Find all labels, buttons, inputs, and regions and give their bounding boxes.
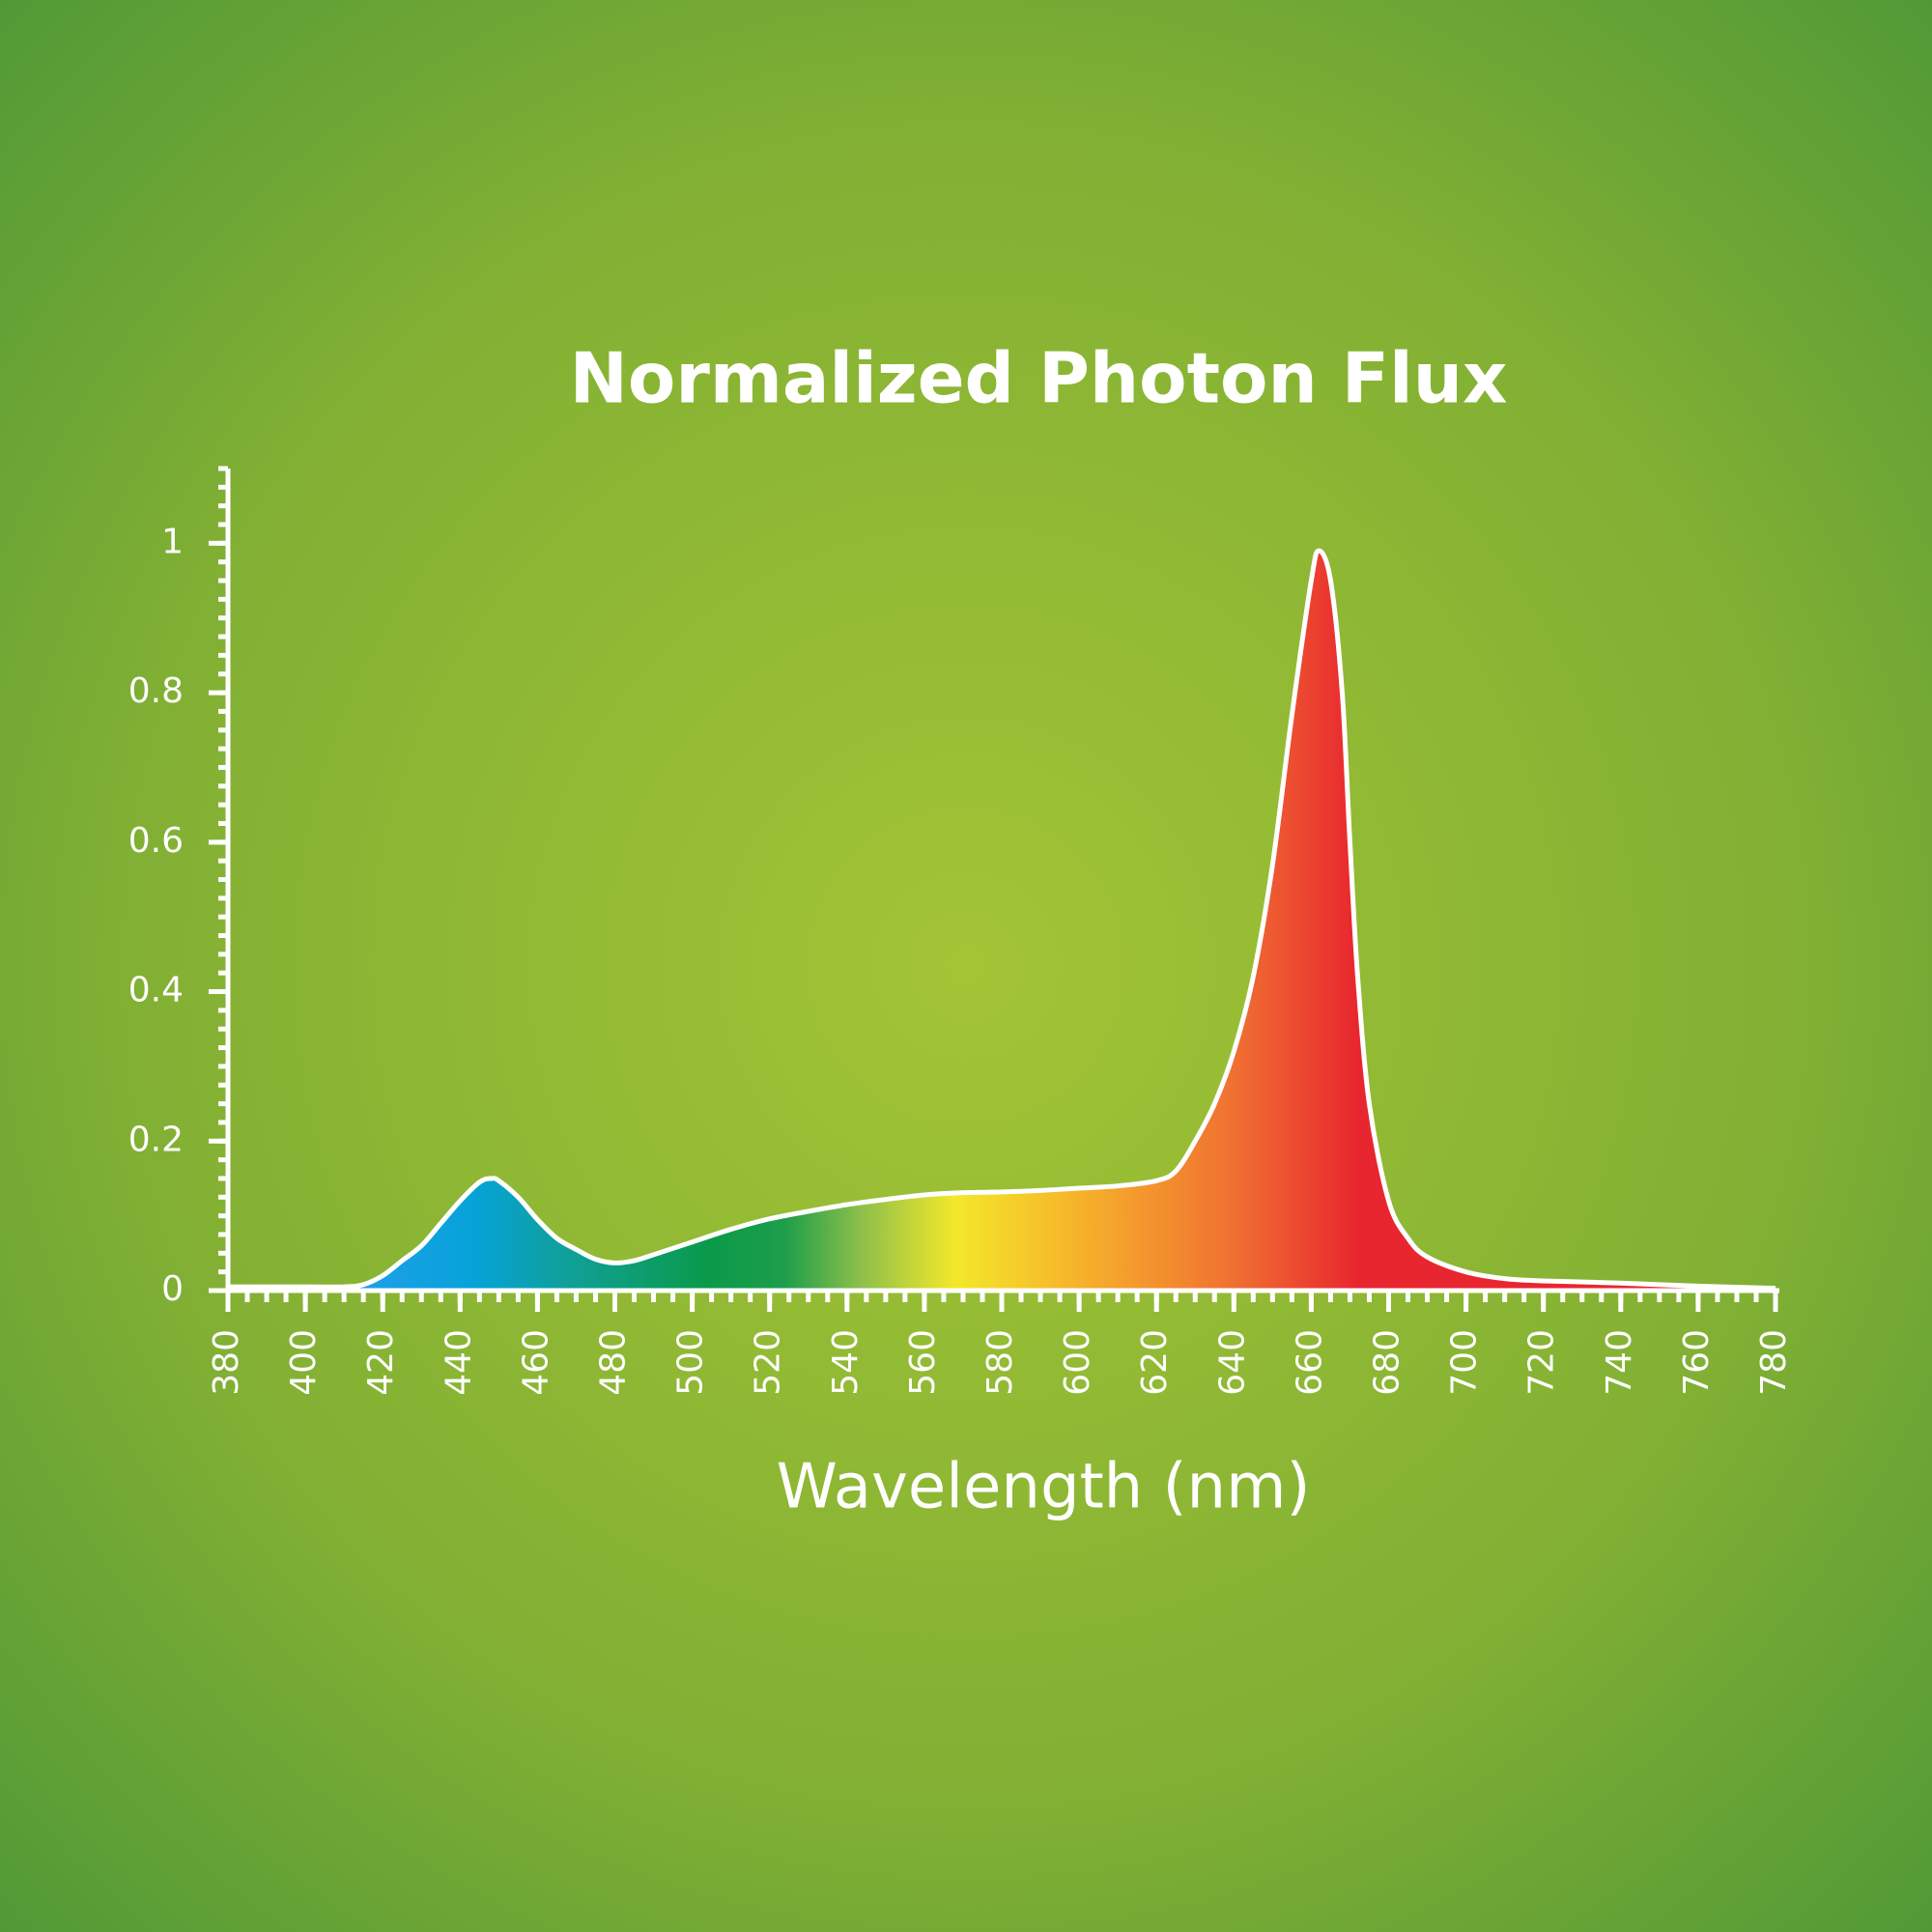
- x-tick-label: 740: [1600, 1329, 1639, 1396]
- x-tick-label: 520: [749, 1329, 788, 1396]
- x-tick-label: 440: [439, 1329, 478, 1396]
- area-line: [228, 548, 1776, 1292]
- x-tick-label: 600: [1058, 1329, 1097, 1396]
- x-axis-label: Wavelength (nm): [777, 1452, 1311, 1523]
- x-tick-label: 680: [1368, 1329, 1407, 1396]
- x-tick-label: 380: [207, 1329, 246, 1396]
- x-tick-label: 700: [1445, 1329, 1485, 1396]
- x-tick-label: 420: [361, 1329, 401, 1396]
- x-tick-label: 760: [1677, 1329, 1717, 1396]
- plot: 0 0.2 0.4 0.6 0.8 1 380 400 420 440 460 480 500 520 54…: [128, 466, 1794, 1396]
- y-tick-label: 0.6: [128, 821, 184, 861]
- x-tick-label: 500: [671, 1329, 711, 1396]
- x-tick-label: 720: [1522, 1329, 1562, 1396]
- x-tick-label: 460: [516, 1329, 555, 1396]
- y-tick-label: 0.8: [128, 671, 184, 711]
- x-tick-label: 560: [903, 1329, 943, 1396]
- y-tick-label: 0: [161, 1269, 184, 1309]
- x-tick-label: 660: [1290, 1329, 1329, 1396]
- y-tick-label: 0.4: [128, 971, 184, 1010]
- x-tick-label: 640: [1212, 1329, 1252, 1396]
- x-tick-label: 620: [1135, 1329, 1175, 1396]
- y-tick-label: 0.2: [128, 1120, 184, 1159]
- x-tick-label: 780: [1754, 1329, 1794, 1396]
- x-tick-label: 540: [826, 1329, 866, 1396]
- x-tick-label: 400: [284, 1329, 324, 1396]
- x-tick-label: 480: [594, 1329, 634, 1396]
- y-tick-label: 1: [161, 522, 184, 561]
- chart-title: Normalized Photon Flux: [570, 338, 1508, 419]
- x-tick-label: 580: [980, 1329, 1020, 1396]
